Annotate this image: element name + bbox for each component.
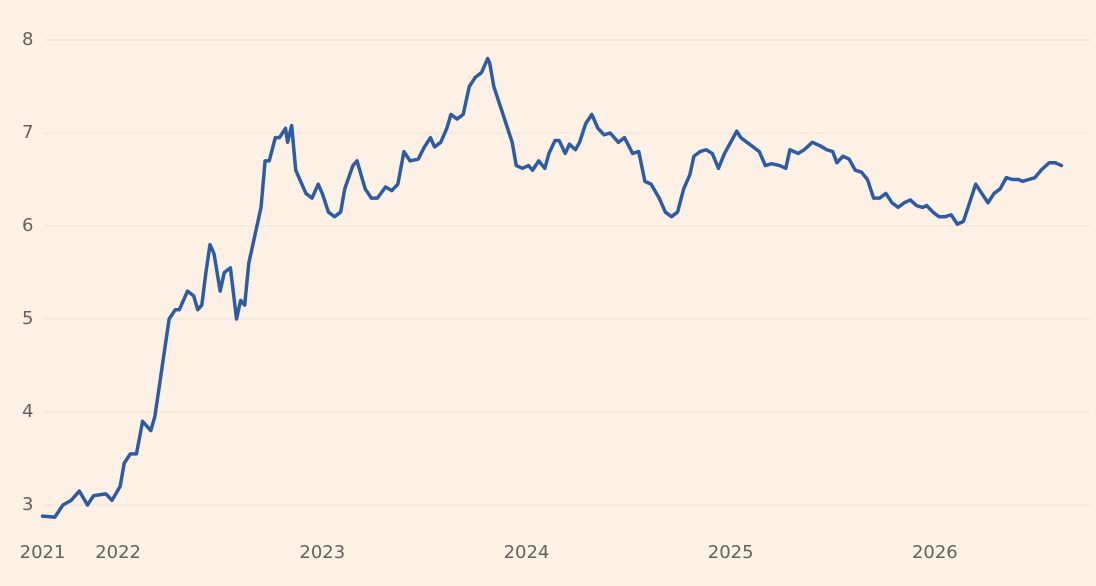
y-tick-label: 3 [22,494,33,515]
line-series [40,56,1064,519]
x-tick-label: 2023 [299,542,345,563]
y-tick-label: 4 [22,401,33,422]
x-tick-label: 2022 [95,542,141,563]
x-tick-label: 2024 [504,542,550,563]
y-tick-label: 7 [22,122,33,143]
x-tick-label: 2025 [708,542,754,563]
x-tick-label: 2021 [20,542,66,563]
y-tick-label: 5 [22,308,33,329]
y-tick-label: 8 [22,29,33,50]
x-tick-label: 2026 [912,542,958,563]
y-tick-label: 6 [22,215,33,236]
